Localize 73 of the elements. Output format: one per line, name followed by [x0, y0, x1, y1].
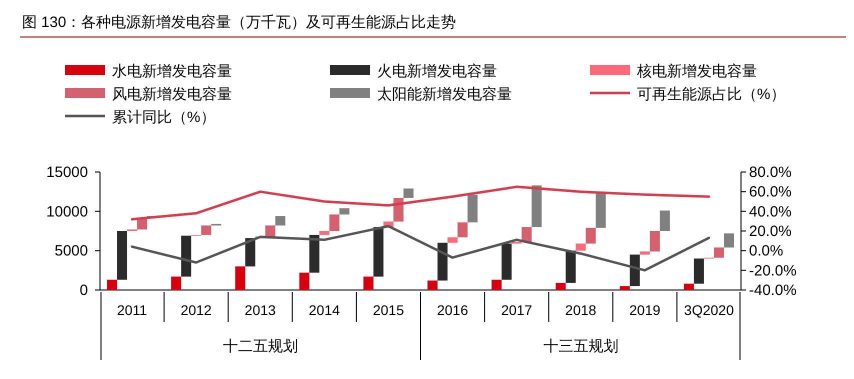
bar [522, 227, 532, 242]
bar [650, 231, 660, 252]
text: 十二五规划 [222, 338, 298, 355]
y2-tick-label: 80.0% [749, 164, 792, 181]
bar [319, 231, 330, 235]
bar [171, 276, 182, 290]
bar [640, 251, 650, 255]
x-tick-label: 2018 [565, 302, 597, 318]
y-tick-label: 10000 [46, 203, 88, 220]
x-tick-label: 2011 [116, 302, 148, 318]
bar [532, 185, 542, 228]
y2-tick-label: 20.0% [749, 223, 792, 240]
y-tick-label: 0 [80, 282, 88, 299]
legend-label: 核电新增发电容量 [636, 63, 757, 80]
x-tick-label: 2014 [308, 302, 340, 318]
x-tick-label: 2016 [436, 302, 468, 318]
bar [403, 188, 414, 198]
x-tick-label: 2012 [180, 302, 212, 318]
bar [620, 286, 630, 290]
y2-tick-label: -20.0% [749, 262, 797, 280]
y2-tick-label: 60.0% [749, 184, 792, 201]
bar [502, 244, 512, 280]
y-tick-label: 5000 [54, 242, 88, 260]
bar [339, 208, 350, 214]
bar [660, 210, 670, 231]
bar [684, 284, 694, 290]
bar [245, 238, 256, 266]
bar [556, 282, 566, 290]
bar [363, 276, 374, 290]
legend-label: 水电新增发电容量 [112, 63, 232, 80]
bar [458, 222, 468, 238]
legend-label: 累计同比（%） [112, 109, 216, 126]
x-tick-label: 2013 [244, 302, 276, 318]
bar [373, 227, 384, 277]
bar [329, 214, 340, 231]
y-tick-label: 15000 [46, 164, 88, 181]
bar [299, 272, 310, 290]
chart-title: 图 130：各种电源新增发电容量（万千瓦）及可再生能源占比走势 [22, 14, 456, 31]
bar [309, 234, 320, 273]
bar [492, 280, 502, 290]
bar [724, 233, 734, 248]
bar [630, 254, 640, 286]
bar [201, 225, 212, 235]
y2-tick-label: 0.0% [749, 242, 784, 260]
bar [596, 193, 606, 228]
line-series [130, 186, 710, 220]
bar [235, 266, 246, 290]
x-tick-label: 2015 [372, 302, 404, 318]
bar [275, 216, 286, 226]
bar [694, 258, 704, 284]
bar [586, 228, 596, 244]
legend-label: 风电新增发电容量 [112, 86, 232, 103]
bar [107, 280, 118, 290]
bar [428, 280, 438, 290]
bar [448, 237, 458, 243]
bar [265, 225, 276, 237]
bar [576, 244, 586, 251]
bar [438, 242, 448, 281]
bar [566, 250, 576, 283]
legend-label: 火电新增发电容量 [377, 63, 497, 80]
line-series [130, 224, 710, 272]
bar [468, 194, 478, 222]
x-tick-label: 2019 [629, 302, 661, 318]
text: 十三五规划 [543, 338, 618, 355]
bar [181, 236, 192, 277]
bar [117, 231, 128, 280]
bar [714, 248, 724, 258]
x-tick-label: 3Q2020 [684, 302, 734, 318]
x-tick-label: 2017 [501, 302, 532, 318]
legend-label: 太阳能新增发电容量 [377, 86, 512, 103]
y2-tick-label: -40.0% [749, 282, 797, 299]
y2-tick-label: 40.0% [749, 203, 792, 220]
legend-label: 可再生能源占比（%） [637, 86, 786, 103]
